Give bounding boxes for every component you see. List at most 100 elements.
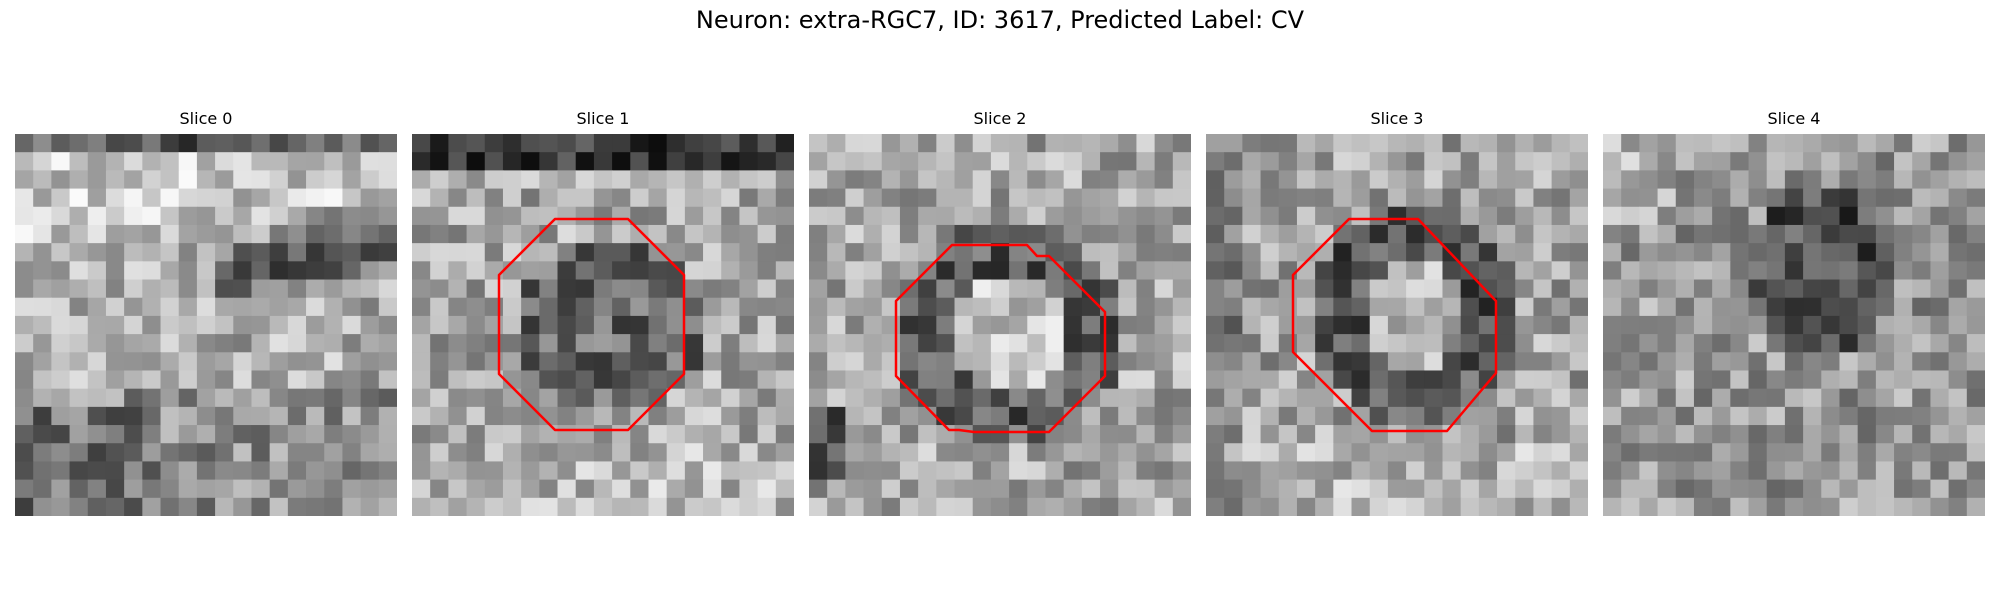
image-pixel	[448, 152, 468, 171]
image-pixel	[160, 243, 180, 262]
image-pixel	[1242, 497, 1262, 516]
image-pixel	[1712, 170, 1731, 190]
image-pixel	[648, 134, 668, 153]
image-pixel	[809, 315, 828, 335]
image-pixel	[1766, 352, 1786, 372]
image-pixel	[1693, 497, 1713, 516]
image-pixel	[630, 134, 650, 153]
image-pixel	[142, 188, 162, 208]
image-pixel	[1948, 152, 1968, 171]
image-pixel	[160, 461, 180, 481]
image-pixel	[1966, 243, 1985, 262]
image-pixel	[1803, 243, 1822, 262]
image-pixel	[87, 134, 107, 153]
image-pixel	[1369, 206, 1389, 226]
image-pixel	[863, 497, 883, 516]
image-pixel	[936, 315, 956, 335]
image-pixel	[1894, 152, 1913, 171]
image-pixel	[703, 370, 722, 390]
image-pixel	[1118, 315, 1138, 335]
image-pixel	[575, 461, 595, 481]
image-pixel	[502, 461, 522, 481]
image-pixel	[1857, 206, 1877, 226]
image-pixel	[1442, 261, 1462, 281]
image-pixel	[1948, 261, 1968, 281]
image-pixel	[557, 134, 577, 153]
image-pixel	[466, 334, 486, 353]
image-pixel	[215, 315, 234, 335]
image-pixel	[1315, 188, 1334, 208]
image-pixel	[827, 479, 846, 499]
image-pixel	[378, 152, 397, 171]
image-pixel	[87, 224, 107, 244]
image-pixel	[809, 297, 828, 317]
image-pixel	[739, 388, 759, 408]
image-pixel	[1621, 206, 1640, 226]
image-pixel	[1569, 461, 1588, 481]
image-pixel	[630, 352, 650, 372]
image-pixel	[557, 479, 577, 499]
image-pixel	[124, 425, 143, 444]
image-pixel	[1533, 152, 1553, 171]
image-pixel	[1009, 224, 1028, 244]
image-pixel	[521, 425, 540, 444]
image-pixel	[757, 297, 777, 317]
image-pixel	[1621, 243, 1640, 262]
image-pixel	[739, 170, 759, 190]
image-pixel	[990, 479, 1010, 499]
image-pixel	[739, 243, 759, 262]
image-pixel	[1803, 279, 1822, 299]
image-pixel	[990, 152, 1010, 171]
image-pixel	[1009, 261, 1028, 281]
image-pixel	[845, 279, 865, 299]
image-pixel	[306, 170, 325, 190]
image-pixel	[360, 425, 380, 444]
image-pixel	[1136, 352, 1156, 372]
image-pixel	[845, 334, 865, 353]
image-pixel	[1603, 152, 1622, 171]
image-pixel	[863, 134, 883, 153]
image-pixel	[739, 406, 759, 426]
image-pixel	[1442, 279, 1462, 299]
image-pixel	[1839, 243, 1859, 262]
image-pixel	[648, 170, 668, 190]
image-pixel	[178, 334, 198, 353]
image-pixel	[1351, 443, 1371, 463]
image-pixel	[757, 206, 777, 226]
image-pixel	[775, 370, 794, 390]
image-pixel	[430, 243, 449, 262]
image-pixel	[412, 279, 431, 299]
image-pixel	[809, 497, 828, 516]
image-pixel	[539, 152, 559, 171]
image-pixel	[142, 479, 162, 499]
image-pixel	[575, 388, 595, 408]
image-pixel	[739, 425, 759, 444]
image-pixel	[1875, 370, 1895, 390]
image-pixel	[1875, 261, 1895, 281]
image-pixel	[1784, 297, 1804, 317]
image-pixel	[1387, 388, 1407, 408]
image-pixel	[827, 370, 846, 390]
image-pixel	[990, 297, 1010, 317]
image-pixel	[936, 334, 956, 353]
image-pixel	[430, 188, 449, 208]
image-pixel	[466, 497, 486, 516]
image-pixel	[484, 315, 504, 335]
image-pixel	[1784, 406, 1804, 426]
image-pixel	[1424, 297, 1444, 317]
image-pixel	[1712, 334, 1731, 353]
image-pixel	[666, 170, 686, 190]
image-pixel	[703, 297, 722, 317]
image-pixel	[1351, 497, 1371, 516]
image-pixel	[1296, 188, 1316, 208]
image-pixel	[1478, 297, 1498, 317]
image-pixel	[1278, 425, 1298, 444]
image-pixel	[324, 461, 344, 481]
image-pixel	[215, 479, 234, 499]
image-pixel	[1206, 443, 1225, 463]
image-pixel	[1369, 243, 1389, 262]
image-pixel	[703, 352, 722, 372]
image-pixel	[178, 443, 198, 463]
image-pixel	[954, 388, 974, 408]
image-pixel	[972, 497, 992, 516]
